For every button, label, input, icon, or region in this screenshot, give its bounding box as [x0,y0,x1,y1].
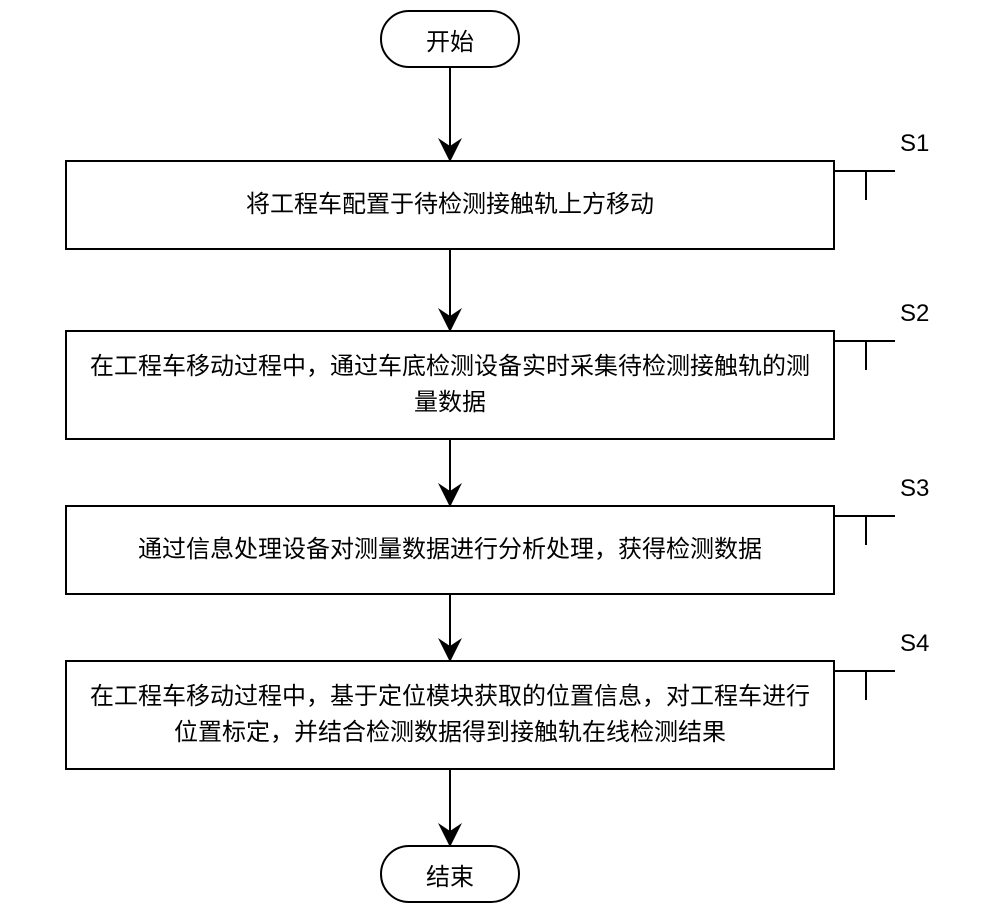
flow-arrow [0,0,1000,915]
